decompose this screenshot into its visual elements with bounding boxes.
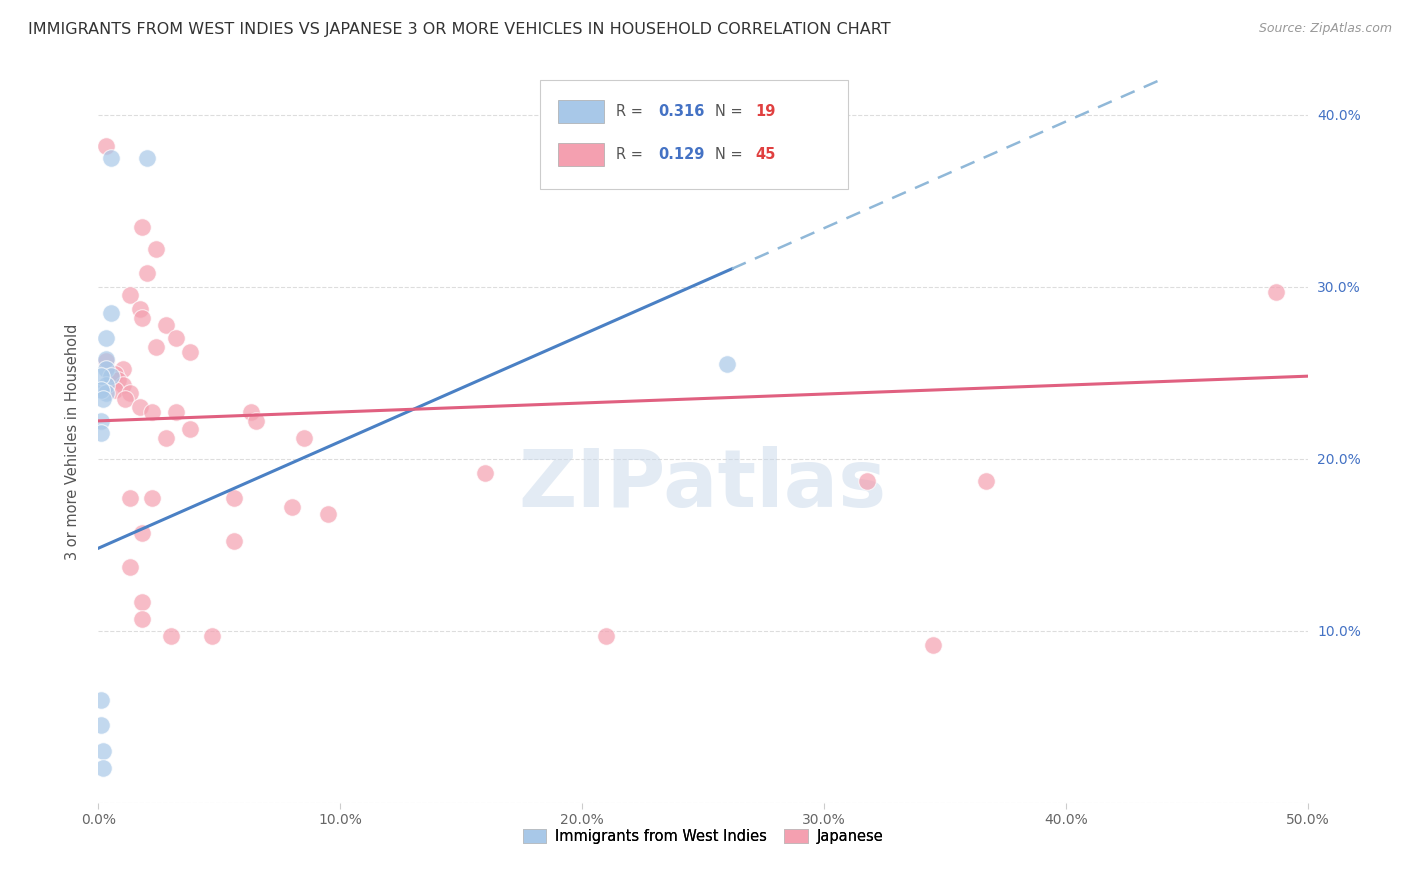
Point xyxy=(179,423,201,437)
Point xyxy=(90,692,112,706)
Point xyxy=(128,302,150,317)
Point xyxy=(104,368,127,382)
Point xyxy=(316,507,339,521)
Point xyxy=(118,288,141,302)
Point xyxy=(160,629,183,643)
Point xyxy=(94,351,117,366)
Point xyxy=(111,377,134,392)
Text: 45: 45 xyxy=(755,147,775,162)
Point xyxy=(100,369,122,384)
Point xyxy=(155,431,177,445)
Point xyxy=(281,500,304,514)
Point xyxy=(91,761,114,775)
Point xyxy=(111,362,134,376)
Point xyxy=(94,377,117,392)
Point xyxy=(118,491,141,506)
Point xyxy=(118,560,141,574)
Point xyxy=(222,534,245,549)
Point xyxy=(179,345,201,359)
Point xyxy=(165,331,187,345)
Point xyxy=(222,491,245,506)
Legend: Immigrants from West Indies, Japanese: Immigrants from West Indies, Japanese xyxy=(517,823,889,850)
Point xyxy=(145,242,167,256)
Point xyxy=(155,318,177,332)
Point xyxy=(856,474,879,488)
Text: Source: ZipAtlas.com: Source: ZipAtlas.com xyxy=(1258,22,1392,36)
Point xyxy=(135,151,157,165)
Point xyxy=(165,405,187,419)
Point xyxy=(292,431,315,445)
FancyBboxPatch shape xyxy=(558,143,603,166)
Point xyxy=(90,369,112,384)
Point xyxy=(90,425,112,440)
FancyBboxPatch shape xyxy=(558,100,603,123)
Point xyxy=(1265,285,1288,299)
Text: R =: R = xyxy=(616,103,647,119)
Point xyxy=(145,340,167,354)
Point xyxy=(135,266,157,280)
Point xyxy=(100,151,122,165)
Point xyxy=(131,525,153,540)
Point xyxy=(94,353,117,368)
FancyBboxPatch shape xyxy=(540,80,848,189)
Point xyxy=(141,491,163,506)
Text: 0.129: 0.129 xyxy=(658,147,704,162)
Text: N =: N = xyxy=(716,147,748,162)
Point xyxy=(100,305,122,319)
Point xyxy=(131,594,153,608)
Point xyxy=(94,362,117,376)
Point xyxy=(201,629,224,643)
Point xyxy=(104,383,127,397)
Point xyxy=(595,629,617,643)
Point xyxy=(114,392,136,406)
Point xyxy=(716,357,738,371)
Point xyxy=(921,638,943,652)
Text: IMMIGRANTS FROM WEST INDIES VS JAPANESE 3 OR MORE VEHICLES IN HOUSEHOLD CORRELAT: IMMIGRANTS FROM WEST INDIES VS JAPANESE … xyxy=(28,22,891,37)
Point xyxy=(118,386,141,401)
Point xyxy=(90,718,112,732)
Y-axis label: 3 or more Vehicles in Household: 3 or more Vehicles in Household xyxy=(65,324,80,559)
Point xyxy=(974,474,997,488)
Point xyxy=(131,612,153,626)
Text: R =: R = xyxy=(616,147,647,162)
Point xyxy=(141,405,163,419)
Point xyxy=(90,414,112,428)
Point xyxy=(245,414,267,428)
Text: N =: N = xyxy=(716,103,748,119)
Point xyxy=(91,744,114,758)
Point xyxy=(131,310,153,325)
Text: 19: 19 xyxy=(755,103,775,119)
Point xyxy=(91,392,114,406)
Point xyxy=(94,138,117,153)
Point xyxy=(90,383,112,397)
Point xyxy=(107,373,129,387)
Text: 0.316: 0.316 xyxy=(658,103,704,119)
Text: ZIPatlas: ZIPatlas xyxy=(519,446,887,524)
Point xyxy=(94,331,117,345)
Point xyxy=(239,405,262,419)
Point xyxy=(128,400,150,414)
Point xyxy=(474,466,496,480)
Point xyxy=(94,386,117,401)
Point xyxy=(131,219,153,234)
